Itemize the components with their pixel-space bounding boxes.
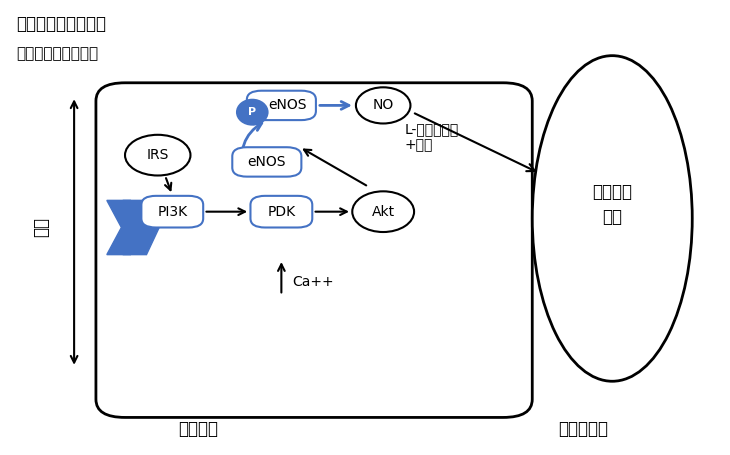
- Text: Akt: Akt: [372, 205, 395, 219]
- Ellipse shape: [532, 56, 692, 381]
- Text: （脳への刺激・・）: （脳への刺激・・）: [16, 46, 98, 61]
- Text: IRS: IRS: [147, 148, 169, 162]
- Polygon shape: [107, 200, 143, 255]
- Text: 内皮細脹: 内皮細脹: [177, 420, 218, 438]
- Text: 平滑筋細胞: 平滑筋細胞: [558, 420, 608, 438]
- Ellipse shape: [125, 135, 191, 176]
- Text: PI3K: PI3K: [157, 205, 188, 219]
- Text: eNOS: eNOS: [268, 98, 307, 112]
- Text: NO: NO: [372, 98, 393, 112]
- Text: P: P: [248, 107, 256, 117]
- Ellipse shape: [237, 100, 268, 125]
- FancyBboxPatch shape: [232, 147, 301, 177]
- Ellipse shape: [356, 87, 410, 123]
- FancyBboxPatch shape: [250, 196, 312, 228]
- Text: L-アルギニン
+酸素: L-アルギニン +酸素: [405, 122, 459, 152]
- Text: eNOS: eNOS: [247, 155, 286, 169]
- Text: PDK: PDK: [267, 205, 296, 219]
- Polygon shape: [123, 200, 159, 255]
- FancyBboxPatch shape: [96, 83, 532, 417]
- Ellipse shape: [353, 191, 414, 232]
- FancyBboxPatch shape: [247, 91, 316, 120]
- Text: 血流: 血流: [32, 217, 50, 238]
- Text: Ca++: Ca++: [292, 275, 334, 289]
- Text: 成長因子・生存因子: 成長因子・生存因子: [16, 15, 106, 33]
- Text: 血管連動
弛緩: 血管連動 弛緩: [592, 183, 632, 227]
- FancyBboxPatch shape: [142, 196, 203, 228]
